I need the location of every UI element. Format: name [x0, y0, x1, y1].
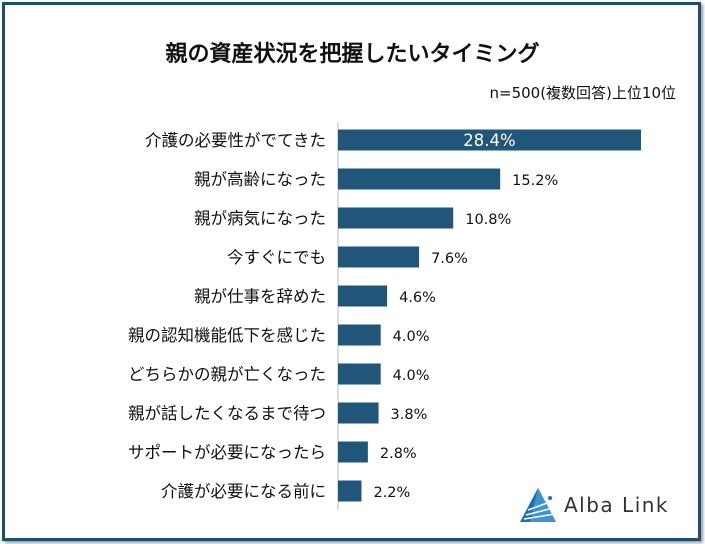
bar	[338, 324, 381, 346]
category-label: 介護が必要になる前に	[161, 482, 326, 501]
category-label: どちらかの親が亡くなった	[128, 365, 326, 384]
value-label: 4.0%	[393, 329, 430, 345]
bar	[338, 168, 501, 190]
alba-link-logo: Alba Link	[520, 488, 669, 522]
category-label: 親が病気になった	[194, 209, 326, 228]
category-label: 親が仕事を辞めた	[194, 287, 326, 306]
value-label: 2.8%	[380, 446, 417, 462]
bar	[338, 129, 641, 151]
value-label: 4.6%	[399, 290, 436, 306]
bar	[338, 285, 388, 307]
category-label: 介護の必要性がでてきた	[145, 131, 326, 150]
bar	[338, 363, 381, 385]
value-label: 10.8%	[465, 212, 511, 228]
value-label: 2.2%	[373, 485, 410, 501]
value-label: 4.0%	[393, 368, 430, 384]
category-label: 親の認知機能低下を感じた	[128, 326, 326, 345]
bar	[338, 246, 420, 268]
bar	[338, 480, 362, 502]
logo-text: Alba Link	[564, 493, 670, 517]
bar	[338, 207, 454, 229]
value-label: 15.2%	[512, 173, 558, 189]
category-label: 親が話したくなるまで待つ	[128, 404, 326, 423]
logo-mark-icon	[520, 488, 556, 522]
bar	[338, 441, 368, 463]
value-label: 28.4%	[463, 131, 515, 150]
chart-title: 親の資産状況を把握したいタイミング	[165, 42, 540, 67]
category-label: 今すぐにでも	[227, 248, 326, 267]
chart-subtitle: n=500(複数回答)上位10位	[489, 84, 677, 102]
category-label: サポートが必要になったら	[128, 443, 326, 462]
bar	[338, 402, 379, 424]
value-label: 3.8%	[391, 407, 428, 423]
category-label: 親が高齢になった	[194, 170, 326, 189]
value-label: 7.6%	[431, 251, 468, 267]
